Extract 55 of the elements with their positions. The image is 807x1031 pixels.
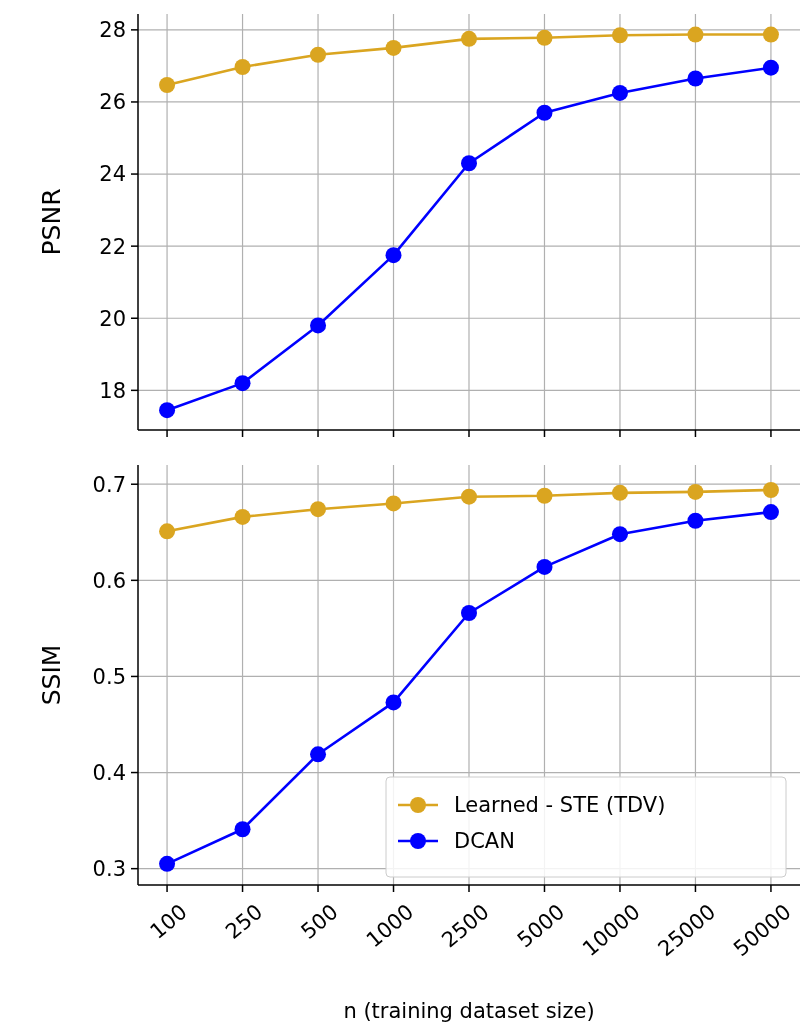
point bbox=[611, 526, 628, 543]
point bbox=[536, 558, 553, 575]
point bbox=[536, 29, 553, 46]
point bbox=[687, 70, 704, 87]
point bbox=[461, 30, 477, 47]
point bbox=[687, 26, 704, 43]
point bbox=[385, 495, 402, 512]
point bbox=[159, 855, 176, 872]
point bbox=[385, 39, 402, 56]
x-tick-label: 250 bbox=[221, 899, 268, 944]
y-tick-label: 22 bbox=[99, 234, 126, 259]
y-axis-title: SSIM bbox=[37, 644, 66, 706]
y-tick-label: 28 bbox=[99, 18, 126, 43]
y-tick-label: 0.7 bbox=[92, 472, 126, 497]
y-tick-label: 0.5 bbox=[92, 664, 126, 689]
x-tick-label: 500 bbox=[296, 899, 343, 944]
point bbox=[159, 77, 176, 94]
x-axis-title: n (training dataset size) bbox=[343, 999, 595, 1023]
point bbox=[310, 746, 327, 763]
y-tick-label: 20 bbox=[99, 306, 126, 331]
x-tick-label: 100 bbox=[145, 899, 192, 944]
point bbox=[310, 317, 327, 334]
legend-label: DCAN bbox=[454, 829, 515, 854]
point bbox=[461, 488, 477, 505]
point bbox=[310, 501, 327, 518]
point bbox=[687, 483, 704, 500]
y-tick-label: 0.6 bbox=[92, 568, 126, 593]
point bbox=[461, 605, 477, 622]
point bbox=[310, 46, 327, 63]
point bbox=[461, 155, 477, 172]
legend-label: Learned - STE (TDV) bbox=[454, 793, 666, 818]
point bbox=[762, 59, 779, 76]
point bbox=[385, 694, 402, 711]
point bbox=[762, 481, 779, 498]
point bbox=[611, 27, 628, 44]
y-tick-label: 0.4 bbox=[92, 760, 126, 785]
point bbox=[536, 104, 553, 121]
point bbox=[611, 484, 628, 501]
point bbox=[234, 821, 251, 838]
y-tick-label: 18 bbox=[99, 378, 126, 403]
point bbox=[687, 512, 704, 529]
y-tick-label: 0.3 bbox=[92, 857, 126, 882]
y-tick-label: 24 bbox=[99, 162, 126, 187]
y-axis-title: PSNR bbox=[37, 188, 66, 256]
point bbox=[611, 84, 628, 101]
point bbox=[536, 487, 553, 504]
point bbox=[385, 247, 402, 264]
point bbox=[159, 402, 176, 419]
point bbox=[234, 508, 251, 525]
point bbox=[159, 523, 176, 540]
y-tick-label: 26 bbox=[99, 90, 126, 115]
point bbox=[234, 58, 251, 75]
point bbox=[762, 504, 779, 521]
point bbox=[762, 26, 779, 43]
point bbox=[234, 375, 251, 392]
